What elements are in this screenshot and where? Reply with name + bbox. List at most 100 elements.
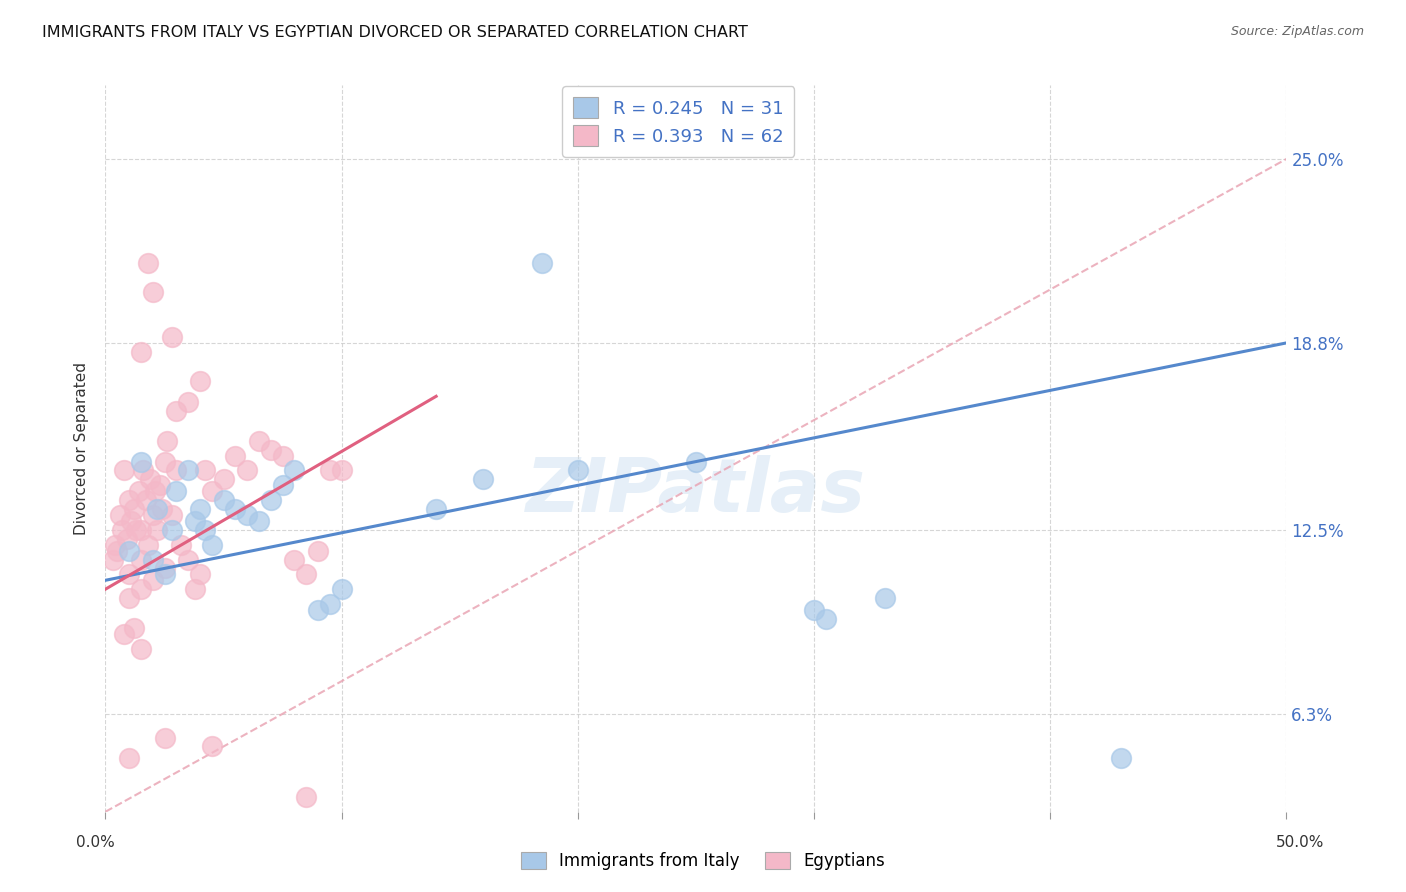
Text: ZIPatlas: ZIPatlas [526, 455, 866, 528]
Point [129, 454, 152, 468]
Point [118, 591, 141, 605]
Point [283, 463, 305, 477]
Y-axis label: Divorced or Separated: Divorced or Separated [75, 362, 90, 534]
Legend: Immigrants from Italy, Egyptians: Immigrants from Italy, Egyptians [515, 845, 891, 877]
Point [150, 502, 173, 516]
Point [194, 463, 217, 477]
Point [224, 502, 246, 516]
Point [129, 552, 152, 566]
Point [330, 582, 353, 597]
Point [165, 463, 187, 477]
Point [165, 404, 187, 418]
Point [873, 591, 896, 605]
Point [177, 552, 200, 566]
Point [295, 789, 318, 804]
Point [115, 532, 138, 546]
Point [146, 502, 169, 516]
Point [247, 434, 270, 448]
Point [128, 484, 150, 499]
Point [567, 463, 589, 477]
Point [118, 751, 141, 765]
Point [472, 472, 495, 486]
Point [146, 523, 169, 537]
Point [295, 567, 318, 582]
Point [201, 538, 224, 552]
Point [177, 395, 200, 409]
Point [224, 449, 246, 463]
Point [125, 523, 148, 537]
Point [201, 484, 224, 499]
Point [330, 463, 353, 477]
Point [247, 514, 270, 528]
Point [307, 603, 329, 617]
Point [425, 502, 447, 516]
Point [236, 463, 259, 477]
Point [135, 493, 157, 508]
Point [112, 463, 135, 477]
Point [129, 523, 152, 537]
Point [319, 597, 342, 611]
Point [184, 514, 207, 528]
Point [142, 552, 165, 566]
Point [118, 567, 141, 582]
Legend: R = 0.245   N = 31, R = 0.393   N = 62: R = 0.245 N = 31, R = 0.393 N = 62 [562, 87, 794, 157]
Point [212, 472, 235, 486]
Point [136, 538, 159, 552]
Point [112, 626, 135, 640]
Point [118, 493, 141, 508]
Point [156, 434, 179, 448]
Point [129, 582, 152, 597]
Point [129, 641, 152, 656]
Point [814, 612, 837, 626]
Point [139, 472, 162, 486]
Point [143, 484, 166, 499]
Point [111, 523, 134, 537]
Point [201, 739, 224, 754]
Point [165, 484, 187, 499]
Point [283, 552, 305, 566]
Point [108, 508, 131, 522]
Point [129, 344, 152, 359]
Point [212, 493, 235, 508]
Point [160, 508, 183, 522]
Point [105, 543, 128, 558]
Point [101, 552, 124, 566]
Point [188, 502, 211, 516]
Point [803, 603, 825, 617]
Point [120, 514, 142, 528]
Point [685, 454, 707, 468]
Point [142, 508, 165, 522]
Point [307, 543, 329, 558]
Point [122, 502, 145, 516]
Text: Source: ZipAtlas.com: Source: ZipAtlas.com [1230, 25, 1364, 38]
Point [149, 478, 172, 492]
Point [153, 454, 176, 468]
Point [194, 523, 217, 537]
Point [142, 285, 165, 300]
Text: IMMIGRANTS FROM ITALY VS EGYPTIAN DIVORCED OR SEPARATED CORRELATION CHART: IMMIGRANTS FROM ITALY VS EGYPTIAN DIVORC… [42, 25, 748, 40]
Point [188, 567, 211, 582]
Point [1109, 751, 1132, 765]
Text: 50.0%: 50.0% [1277, 836, 1324, 850]
Point [236, 508, 259, 522]
Point [260, 442, 283, 457]
Point [188, 375, 211, 389]
Point [271, 478, 294, 492]
Point [132, 463, 155, 477]
Point [531, 256, 554, 270]
Point [136, 256, 159, 270]
Point [142, 574, 165, 588]
Point [271, 449, 294, 463]
Point [118, 543, 141, 558]
Point [153, 731, 176, 745]
Point [260, 493, 283, 508]
Point [170, 538, 193, 552]
Point [160, 523, 183, 537]
Point [177, 463, 200, 477]
Text: 0.0%: 0.0% [76, 836, 115, 850]
Point [153, 561, 176, 575]
Point [104, 538, 127, 552]
Point [184, 582, 207, 597]
Point [319, 463, 342, 477]
Point [153, 567, 176, 582]
